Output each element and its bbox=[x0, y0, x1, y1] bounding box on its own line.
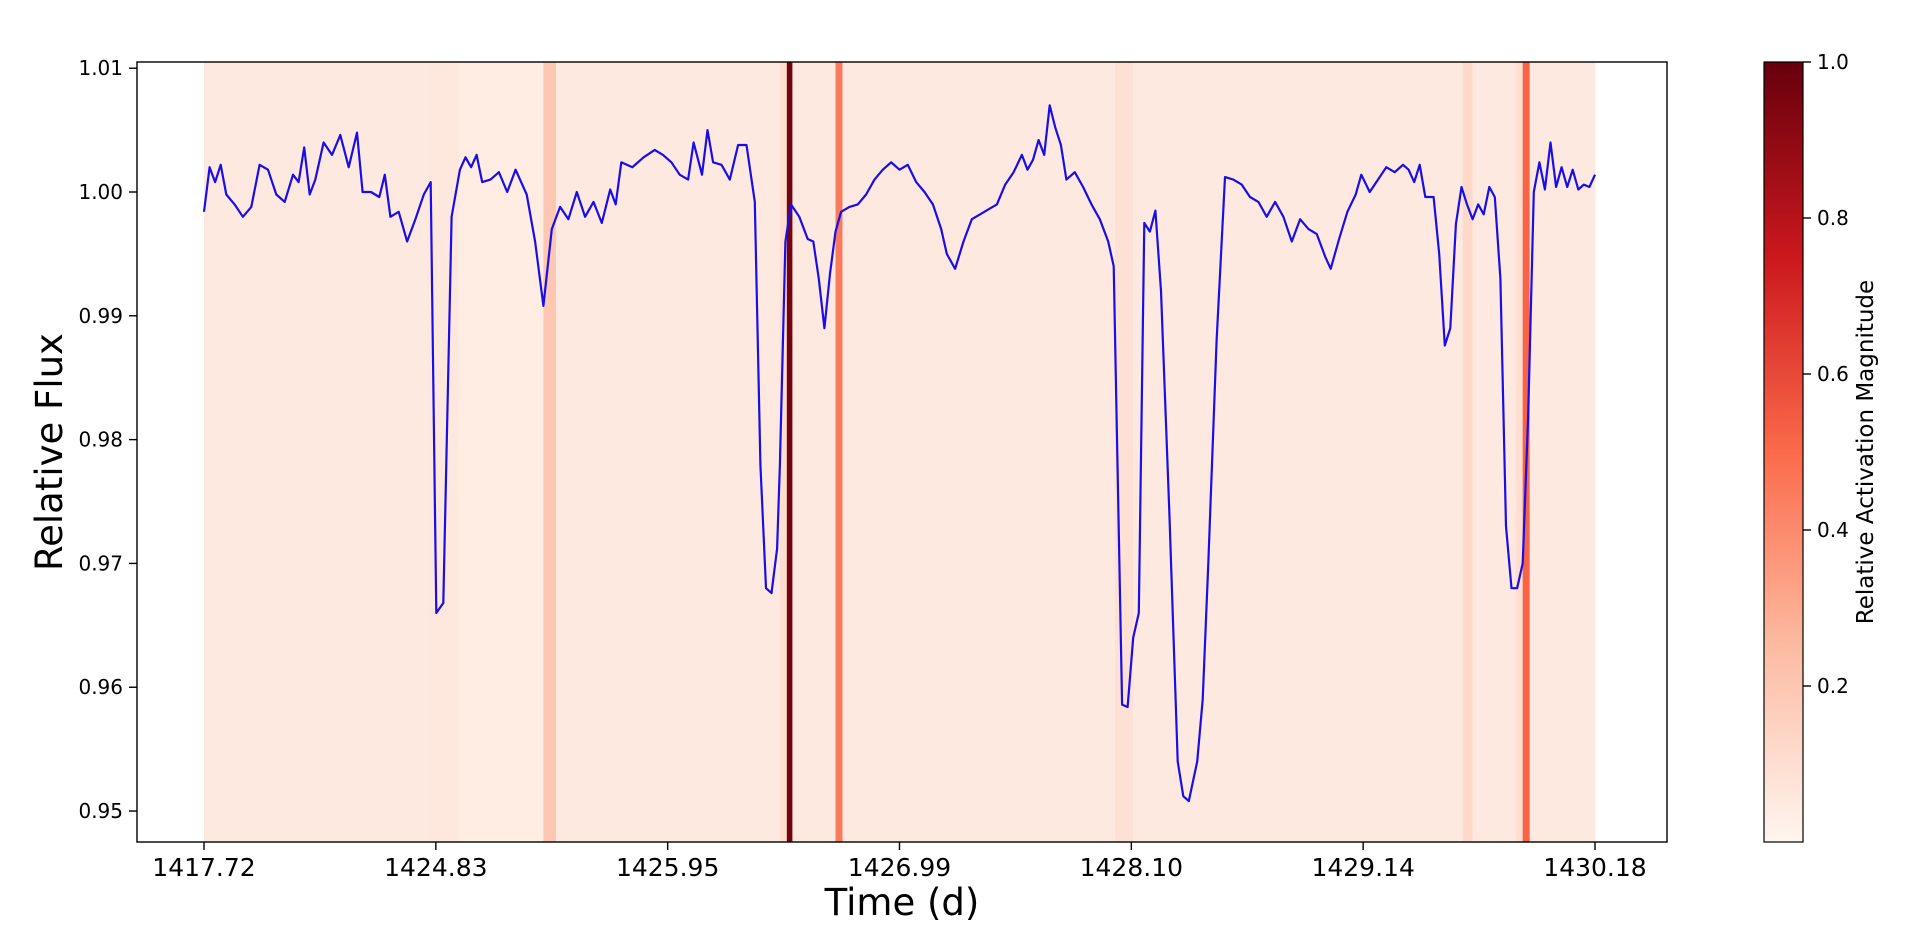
plot-frame bbox=[136, 61, 1668, 843]
x-axis-label: Time (d) bbox=[824, 881, 980, 924]
activation-band-11 bbox=[1133, 62, 1464, 842]
activation-band-1 bbox=[426, 62, 460, 842]
flux-line bbox=[202, 104, 1597, 803]
activation-band-4 bbox=[555, 62, 781, 842]
flux-series bbox=[202, 104, 1597, 803]
x-axis: 1417.72 1424.83 1425.95 1426.99 1428.10 1429.… bbox=[152, 842, 1647, 882]
activation-band-9 bbox=[842, 62, 1116, 842]
colorbar-gradient bbox=[1763, 61, 1804, 843]
y-tick-label: 0.96 bbox=[78, 675, 123, 699]
x-tick-label: 1426.99 bbox=[848, 853, 951, 882]
activation-band-0 bbox=[204, 62, 428, 842]
activation-band-13 bbox=[1472, 62, 1517, 842]
y-tick-label: 0.98 bbox=[78, 428, 123, 452]
colorbar-label: Relative Activation Magnitude bbox=[1853, 280, 1879, 624]
colorbar-ticks: 0.2 0.4 0.6 0.8 1.0 bbox=[1803, 50, 1849, 698]
colorbar-tick-label: 0.8 bbox=[1817, 206, 1849, 230]
activation-band-16 bbox=[1529, 62, 1596, 842]
x-tick-label: 1430.18 bbox=[1543, 853, 1646, 882]
x-tick-label: 1429.14 bbox=[1311, 853, 1414, 882]
activation-band-8 bbox=[835, 62, 843, 842]
x-tick-label: 1417.72 bbox=[152, 853, 255, 882]
activation-band-2 bbox=[458, 62, 544, 842]
activation-band-14 bbox=[1515, 62, 1524, 842]
y-tick-label: 0.99 bbox=[78, 304, 123, 328]
colorbar-tick-label: 0.2 bbox=[1817, 674, 1849, 698]
x-tick-label: 1425.95 bbox=[616, 853, 719, 882]
activation-band-12 bbox=[1462, 62, 1474, 842]
y-axis: 0.95 0.96 0.97 0.98 0.99 1.00 1.01 bbox=[78, 56, 137, 823]
x-tick-label: 1424.83 bbox=[384, 853, 487, 882]
colorbar: 0.2 0.4 0.6 0.8 1.0 Relative Activation Magn… bbox=[1763, 50, 1879, 843]
y-tick-label: 1.00 bbox=[78, 180, 123, 204]
x-tick-label: 1428.10 bbox=[1080, 853, 1183, 882]
activation-band-7 bbox=[792, 62, 837, 842]
activation-band-10 bbox=[1115, 62, 1134, 842]
colorbar-tick-label: 1.0 bbox=[1817, 50, 1849, 74]
y-tick-label: 0.97 bbox=[78, 551, 123, 575]
colorbar-tick-label: 0.6 bbox=[1817, 362, 1849, 386]
y-axis-label: Relative Flux bbox=[28, 333, 71, 571]
y-tick-label: 1.01 bbox=[78, 56, 123, 80]
activation-band-3 bbox=[543, 62, 557, 842]
activation-bands bbox=[204, 62, 1596, 842]
y-tick-label: 0.95 bbox=[78, 799, 123, 823]
activation-band-5 bbox=[779, 62, 788, 842]
colorbar-tick-label: 0.4 bbox=[1817, 518, 1849, 542]
activation-band-6 bbox=[786, 62, 793, 842]
